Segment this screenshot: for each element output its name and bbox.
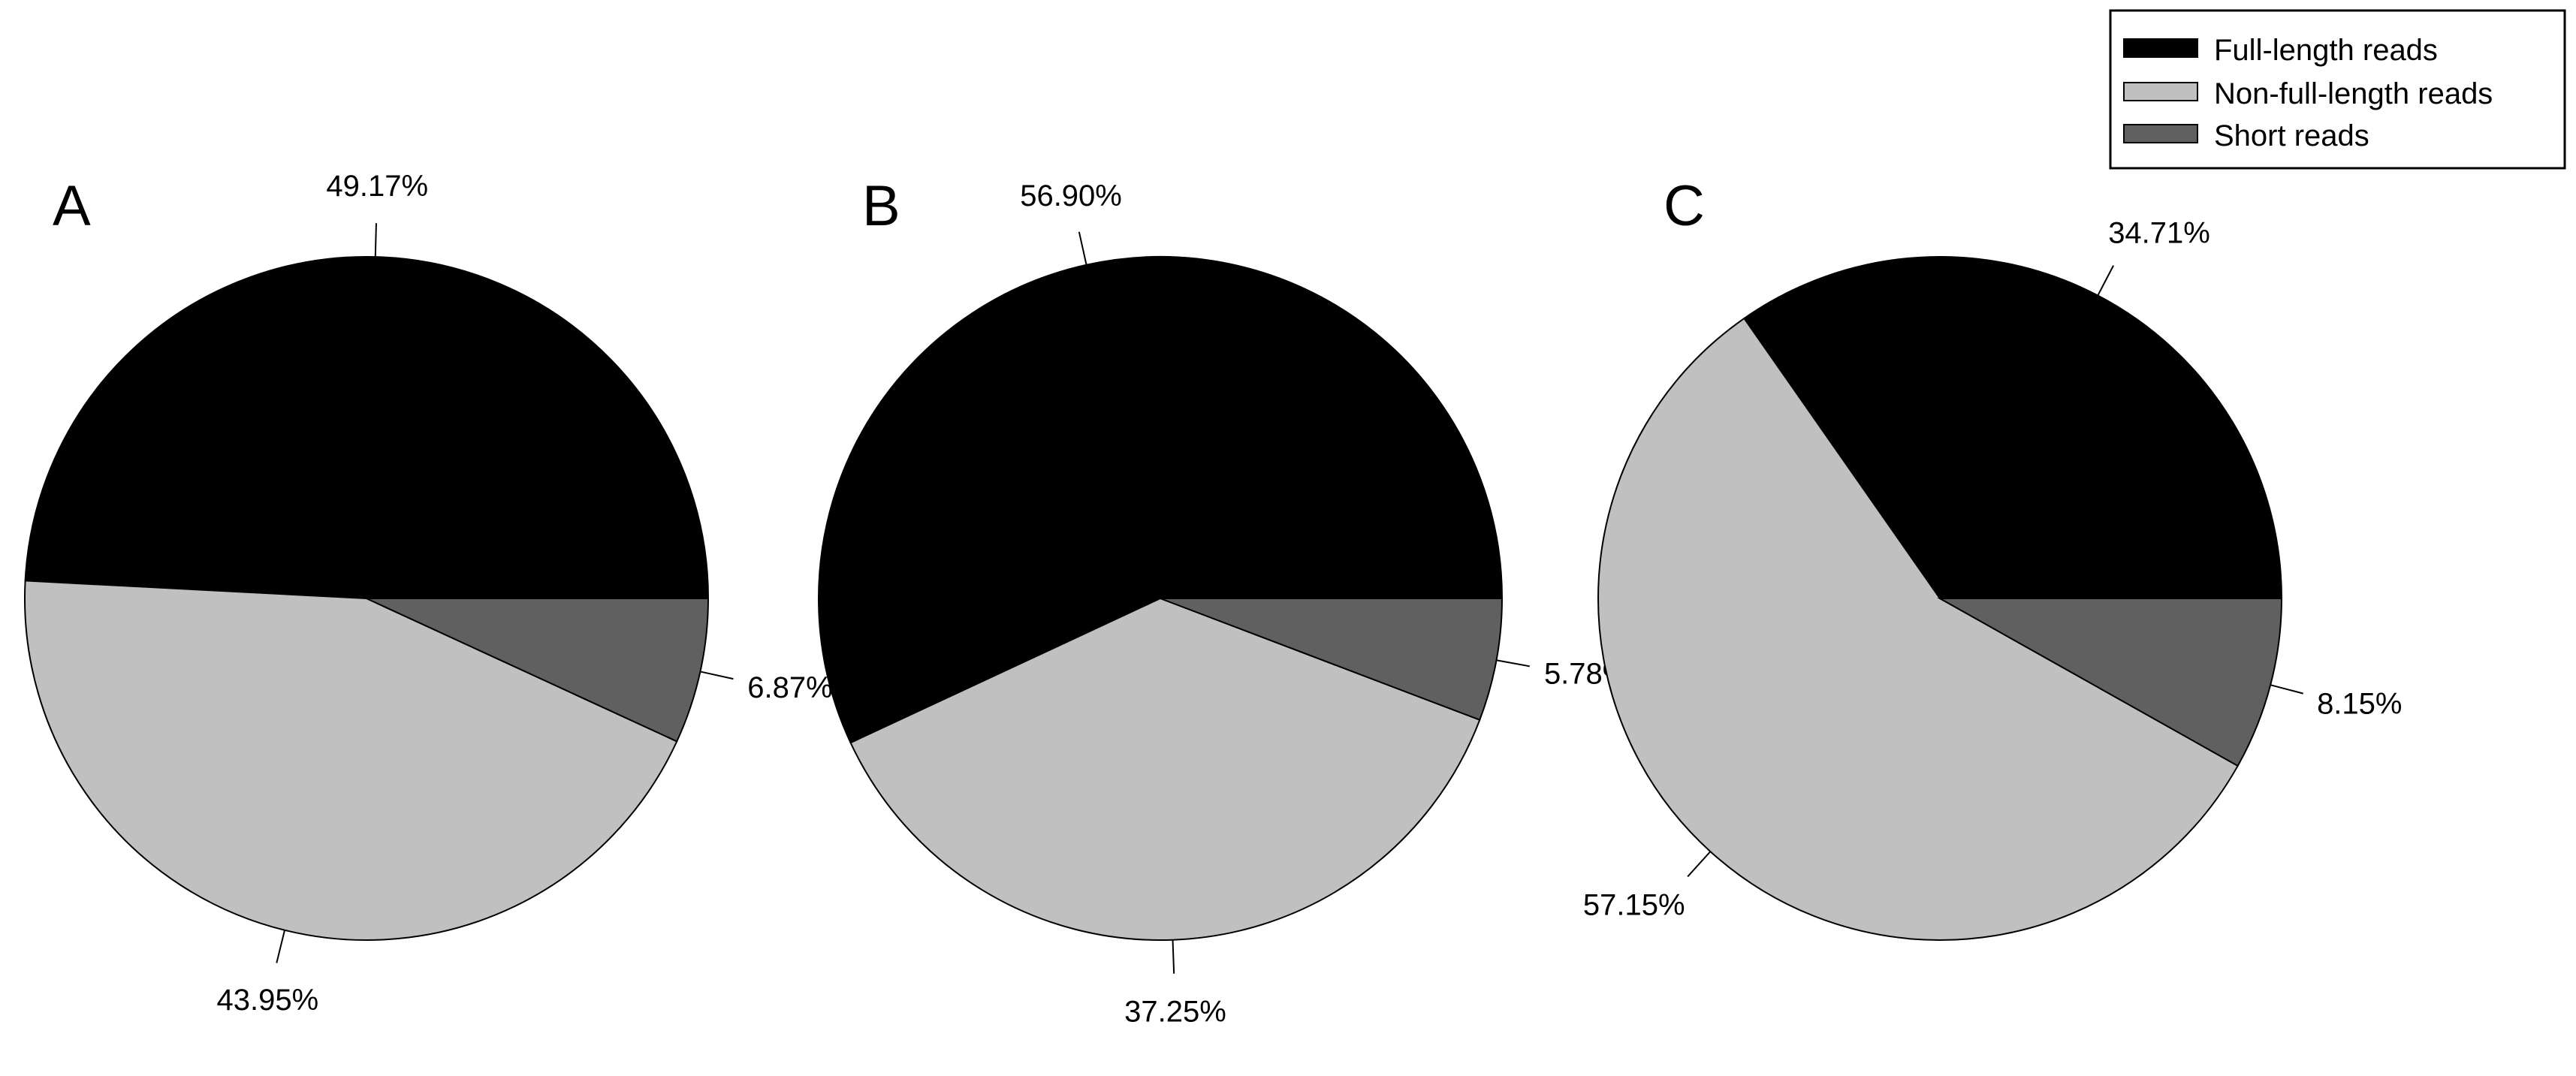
pie-slice-full-length [818, 256, 1504, 744]
pie-slice-short [1160, 598, 1504, 722]
legend: Full-length reads Non-full-length reads … [2109, 9, 2566, 170]
leader-line-non-full-length [1687, 851, 1712, 878]
legend-item-full-length: Full-length reads [2123, 34, 2438, 67]
pie-panel-c: C 34.71% 57.15% 8.15% [1583, 174, 2402, 941]
legend-swatch-full-length [2123, 38, 2198, 58]
pie-label-full-length: 56.90% [1020, 179, 1122, 212]
pie-slice-non-full-length [24, 580, 678, 941]
pie-slice-non-full-length [1597, 317, 2240, 941]
panel-letter: C [1664, 174, 1705, 238]
pie-label-short: 8.15% [2317, 687, 2402, 720]
leader-line-non-full-length [276, 930, 286, 963]
pie-panels: A 49.17%43.95%6.87%B 56.90%37.25%5.78%C 34.… [24, 170, 2402, 1029]
leader-line-full-length [2097, 265, 2114, 296]
pie-label-non-full-length: 57.15% [1583, 888, 1685, 921]
legend-swatch-non-full-length [2123, 82, 2198, 101]
legend-label-short: Short reads [2214, 119, 2369, 152]
leader-line-short [700, 671, 734, 680]
pie-panel-b: B 56.90%37.25%5.78% [818, 174, 1629, 1029]
pie-slice-full-length [1742, 256, 2283, 599]
leader-line-short [2270, 684, 2303, 695]
pie-label-short: 6.87% [747, 671, 832, 704]
leader-line-full-length [1078, 231, 1087, 265]
pie-label-full-length: 34.71% [2108, 216, 2210, 249]
pie-slice-full-length [24, 256, 710, 599]
pie-label-full-length: 49.17% [326, 170, 428, 203]
legend-label-non-full-length: Non-full-length reads [2214, 77, 2493, 110]
legend-item-non-full-length: Non-full-length reads [2123, 77, 2493, 110]
pie-label-non-full-length: 37.25% [1124, 996, 1226, 1029]
leader-line-short [1496, 659, 1530, 668]
leader-line-non-full-length [1172, 939, 1175, 974]
legend-swatch-short [2123, 124, 2198, 143]
pie-panel-a: A 49.17% 43.95% 6.87% [24, 170, 833, 1017]
panel-letter: A [53, 174, 91, 238]
pie-label-non-full-length: 43.95% [216, 984, 318, 1017]
legend-item-short: Short reads [2123, 119, 2369, 152]
panel-letter: B [862, 174, 900, 238]
legend-label-full-length: Full-length reads [2214, 34, 2438, 67]
